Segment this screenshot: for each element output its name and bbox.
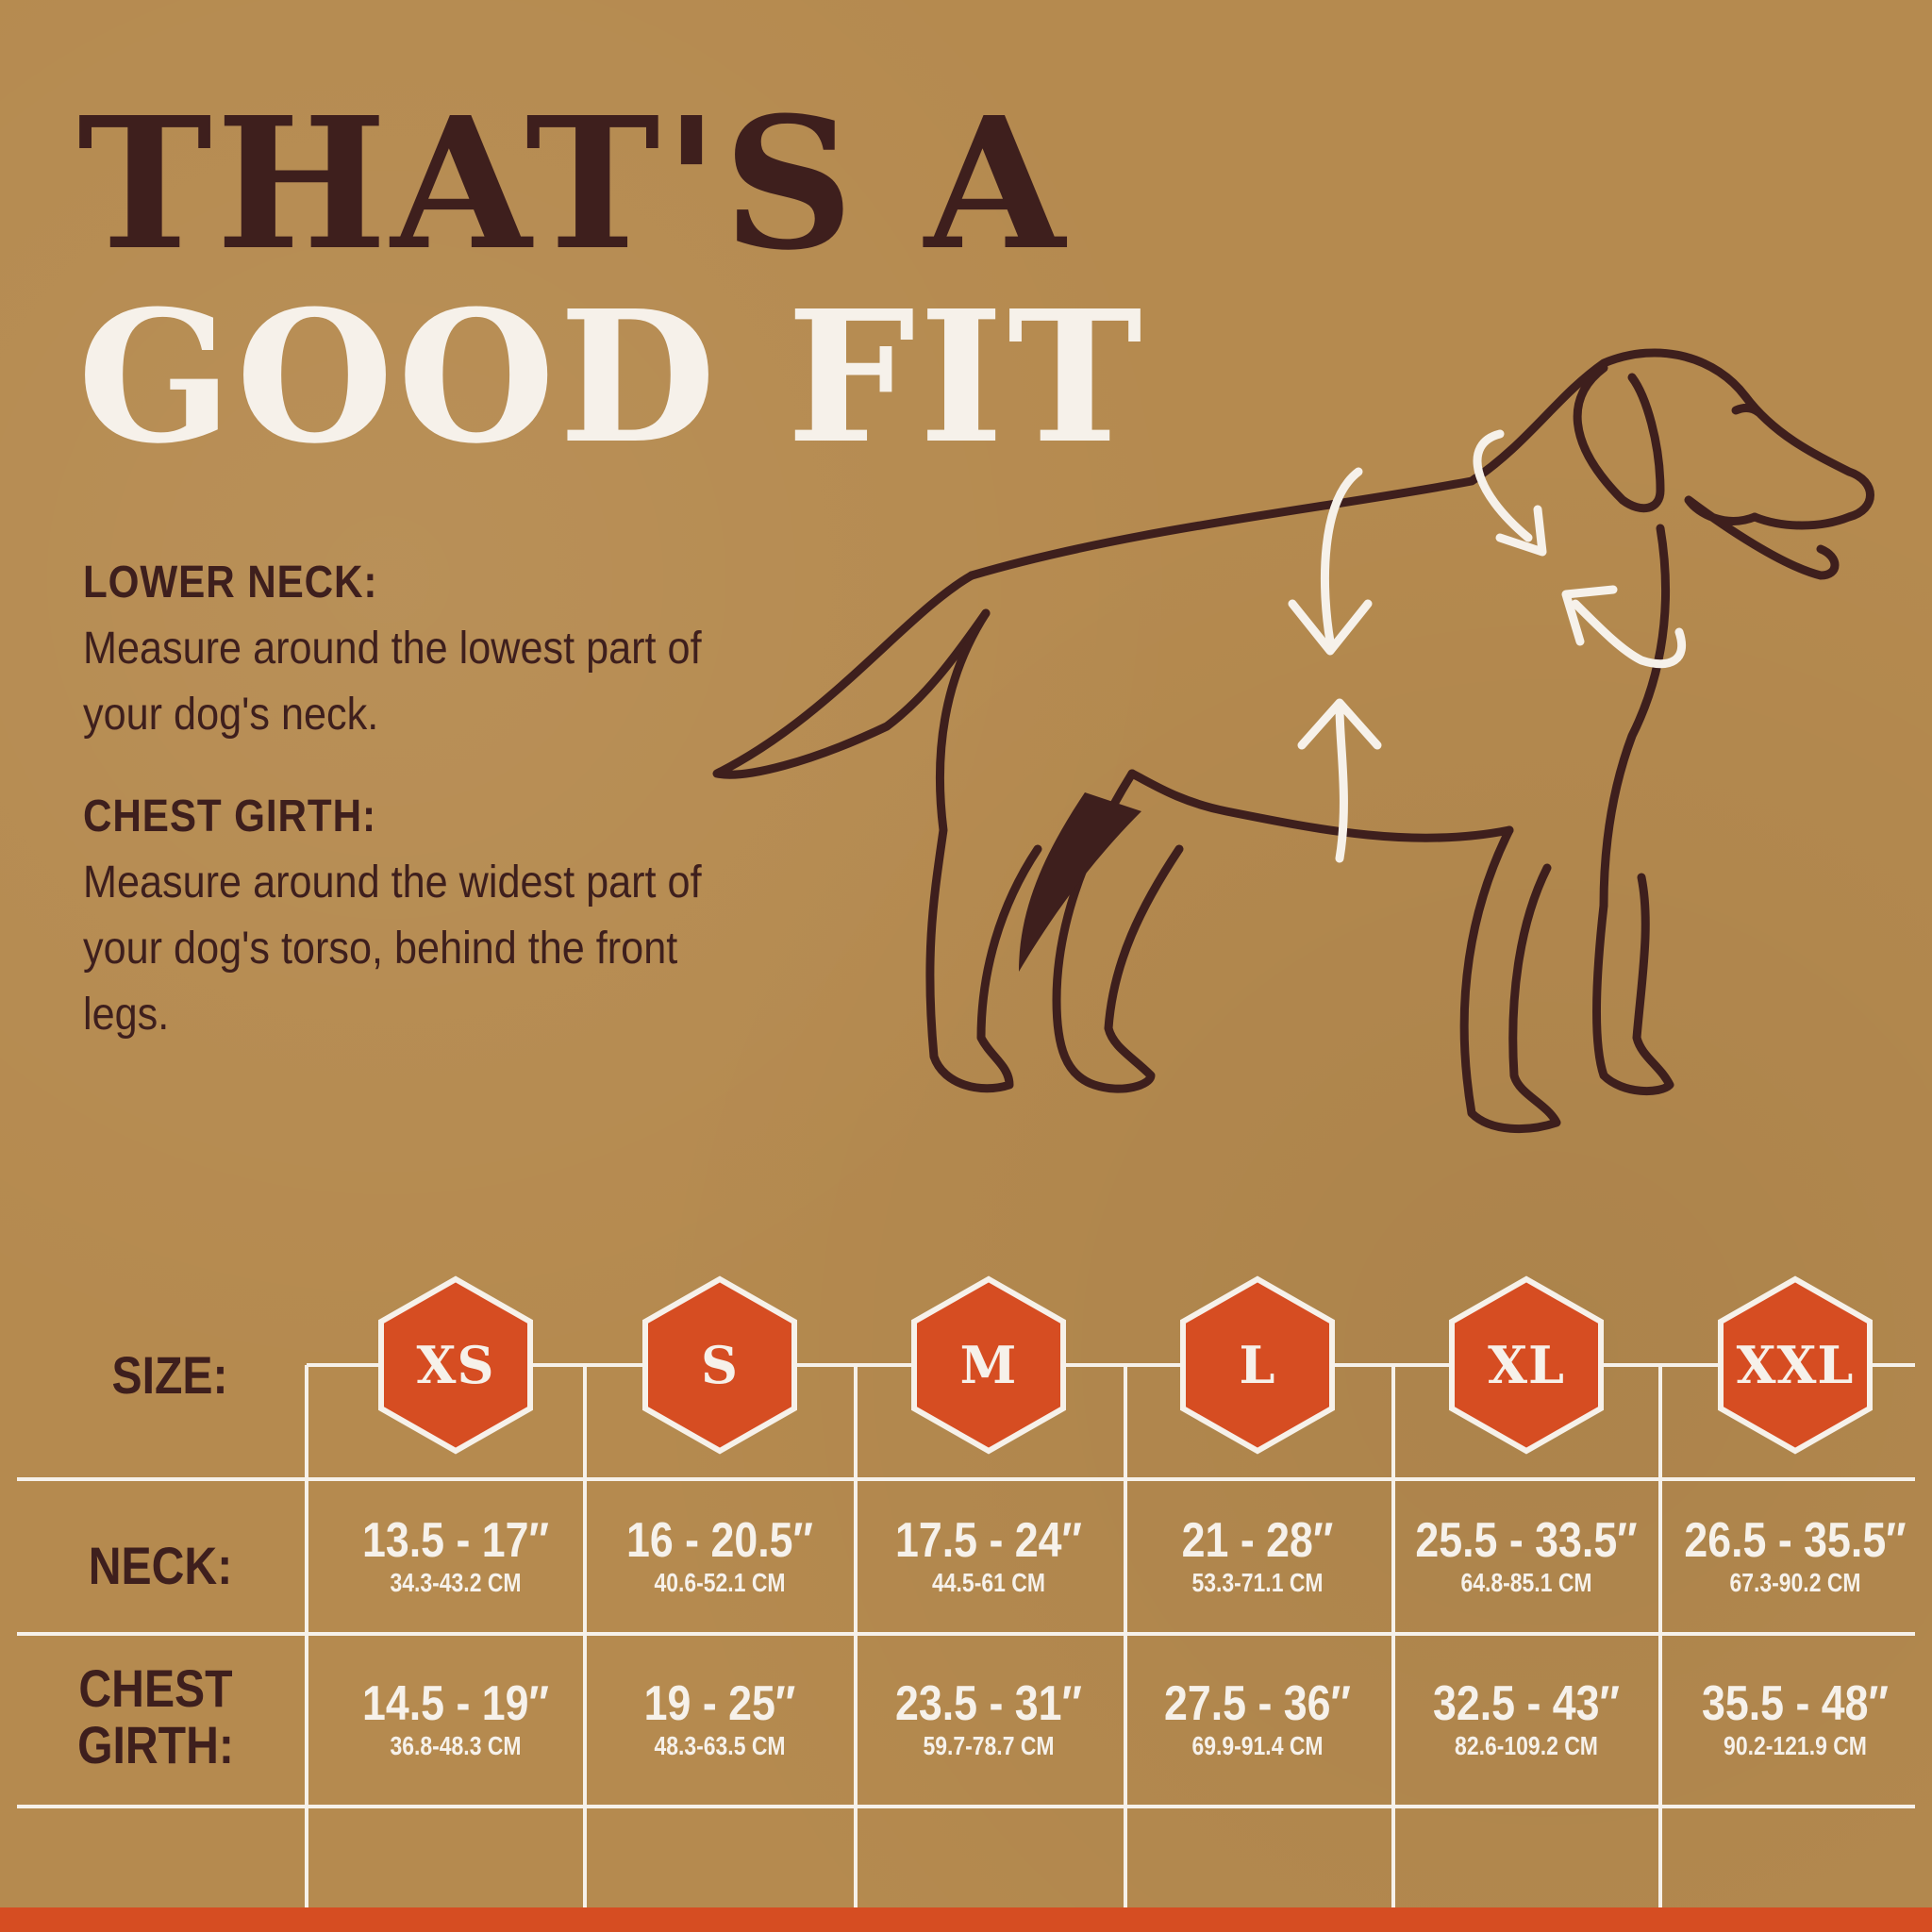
neck-inches: 26.5 - 35.5″ xyxy=(1684,1513,1907,1568)
chest-cm: 36.8-48.3 CM xyxy=(390,1731,522,1760)
neck-cell-xs: 13.5 - 17″ 34.3-43.2 CM xyxy=(322,1514,590,1599)
size-label: XXL xyxy=(1736,1335,1855,1395)
chest-cell-xs: 14.5 - 19″ 36.8-48.3 CM xyxy=(322,1677,590,1762)
neck-cell-xxl: 26.5 - 35.5″ 67.3-90.2 CM xyxy=(1661,1514,1929,1599)
neck-cm: 64.8-85.1 CM xyxy=(1460,1568,1592,1597)
chest-cell-xxl: 35.5 - 48″ 90.2-121.9 CM xyxy=(1661,1677,1929,1762)
neck-cm: 67.3-90.2 CM xyxy=(1729,1568,1861,1597)
chest-cm: 59.7-78.7 CM xyxy=(923,1731,1055,1760)
neck-cell-m: 17.5 - 24″ 44.5-61 CM xyxy=(855,1514,1123,1599)
size-badge-m: M xyxy=(910,1275,1067,1455)
size-badge-xl: XL xyxy=(1448,1275,1605,1455)
neck-cm: 34.3-43.2 CM xyxy=(390,1568,522,1597)
neck-inches: 21 - 28″ xyxy=(1181,1513,1334,1568)
instruction-text: Measure around the widest part of your d… xyxy=(83,858,702,1040)
chest-cm: 69.9-91.4 CM xyxy=(1191,1731,1324,1760)
instruction-label: LOWER NECK: xyxy=(83,558,378,608)
row-label-chest-girth: CHEST GIRTH: xyxy=(77,1658,234,1774)
neck-inches: 25.5 - 33.5″ xyxy=(1415,1513,1638,1568)
neck-inches: 13.5 - 17″ xyxy=(362,1513,549,1568)
size-badge-xxl: XXL xyxy=(1717,1275,1874,1455)
neck-cm: 44.5-61 CM xyxy=(932,1568,1045,1597)
chest-cm: 82.6-109.2 CM xyxy=(1455,1731,1598,1760)
chest-cm: 90.2-121.9 CM xyxy=(1724,1731,1867,1760)
hexagon-icon xyxy=(1449,1275,1604,1455)
neck-inches: 17.5 - 24″ xyxy=(895,1513,1082,1568)
title-line-2: GOOD FIT xyxy=(77,272,1146,484)
size-badge-l: L xyxy=(1179,1275,1336,1455)
chest-inches: 14.5 - 19″ xyxy=(362,1676,549,1731)
hexagon-icon xyxy=(642,1275,797,1455)
neck-cm: 53.3-71.1 CM xyxy=(1191,1568,1324,1597)
chest-cell-xl: 32.5 - 43″ 82.6-109.2 CM xyxy=(1392,1677,1660,1762)
row-label-size: SIZE: xyxy=(111,1345,228,1405)
chest-cell-l: 27.5 - 36″ 69.9-91.4 CM xyxy=(1124,1677,1391,1762)
size-badge-s: S xyxy=(641,1275,798,1455)
neck-cell-l: 21 - 28″ 53.3-71.1 CM xyxy=(1124,1514,1391,1599)
size-label: XL xyxy=(1488,1335,1565,1395)
hexagon-icon xyxy=(378,1275,533,1455)
size-label: M xyxy=(959,1335,1018,1395)
size-label: S xyxy=(701,1335,739,1395)
chest-cell-s: 19 - 25″ 48.3-63.5 CM xyxy=(586,1677,854,1762)
chest-inches: 19 - 25″ xyxy=(643,1676,796,1731)
instruction-chest-girth: CHEST GIRTH: Measure around the widest p… xyxy=(83,791,706,1048)
neck-cm: 40.6-52.1 CM xyxy=(654,1568,786,1597)
title-line-1: THAT'S A xyxy=(77,78,1069,291)
hexagon-icon xyxy=(1718,1275,1873,1455)
chest-inches: 35.5 - 48″ xyxy=(1702,1676,1889,1731)
size-label: XS xyxy=(416,1335,495,1395)
size-label: L xyxy=(1239,1335,1276,1395)
chest-inches: 32.5 - 43″ xyxy=(1433,1676,1620,1731)
row-label-neck: NECK: xyxy=(88,1536,233,1595)
instruction-label: CHEST GIRTH: xyxy=(83,791,376,841)
hexagon-icon xyxy=(1180,1275,1335,1455)
size-badge-xs: XS xyxy=(377,1275,534,1455)
chest-inches: 23.5 - 31″ xyxy=(895,1676,1082,1731)
chest-cell-m: 23.5 - 31″ 59.7-78.7 CM xyxy=(855,1677,1123,1762)
hexagon-icon xyxy=(911,1275,1066,1455)
bottom-accent-band xyxy=(0,1907,1932,1932)
instruction-lower-neck: LOWER NECK: Measure around the lowest pa… xyxy=(83,557,706,748)
instruction-text: Measure around the lowest part of your d… xyxy=(83,624,702,740)
neck-cell-s: 16 - 20.5″ 40.6-52.1 CM xyxy=(586,1514,854,1599)
neck-inches: 16 - 20.5″ xyxy=(626,1513,813,1568)
chest-inches: 27.5 - 36″ xyxy=(1164,1676,1351,1731)
neck-cell-xl: 25.5 - 33.5″ 64.8-85.1 CM xyxy=(1392,1514,1660,1599)
dog-icon xyxy=(712,348,1874,1134)
chest-cm: 48.3-63.5 CM xyxy=(654,1731,786,1760)
